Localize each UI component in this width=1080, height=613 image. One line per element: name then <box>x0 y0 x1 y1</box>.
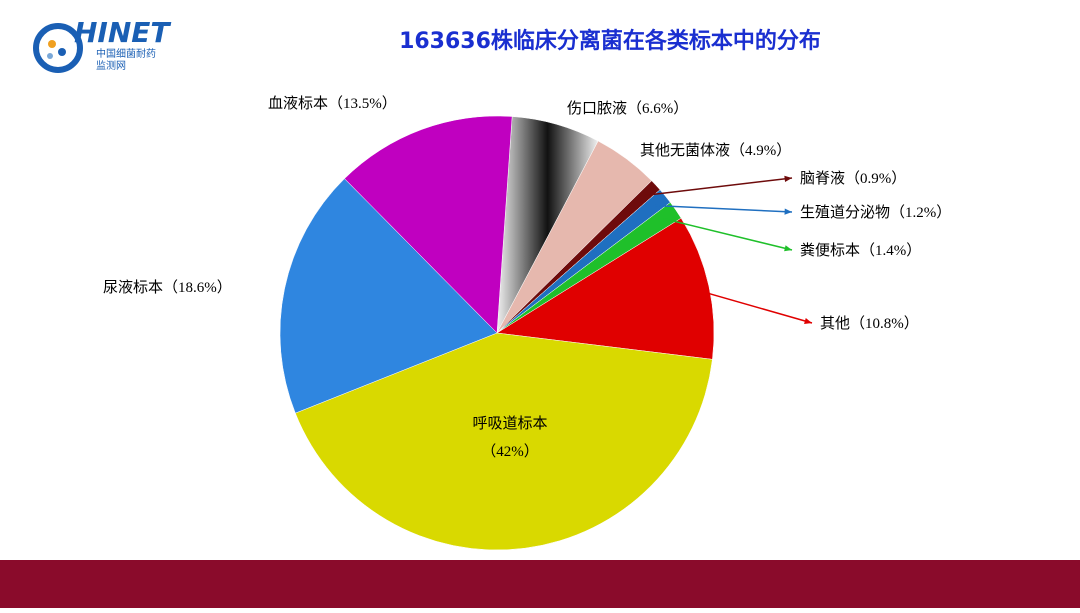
slice-label: 伤口脓液（6.6%） <box>567 100 688 117</box>
slice-label: 其他无菌体液（4.9%） <box>640 142 791 159</box>
slice-label: 尿液标本（18.6%） <box>103 279 232 296</box>
logo-ring <box>33 23 83 73</box>
logo-line2: 监测网 <box>96 59 126 72</box>
pie-slice <box>279 178 498 414</box>
slice-label: 粪便标本（1.4%） <box>800 242 921 259</box>
chart-title: 163636株临床分离菌在各类标本中的分布 <box>399 28 821 54</box>
value-label: （1.2%） <box>890 204 951 221</box>
slice-category: 粪便标本 <box>800 242 860 259</box>
slice-category: 其他无菌体液 <box>640 142 730 159</box>
logo-dot <box>48 40 56 48</box>
logo-line1: 中国细菌耐药 <box>96 47 156 60</box>
slice-category: 其他 <box>820 315 850 332</box>
value-label: （13.5%） <box>328 95 397 112</box>
arrow-head <box>784 175 792 182</box>
value-label: （42%） <box>481 443 539 460</box>
slice-label: 血液标本（13.5%） <box>268 95 397 112</box>
value-label: （0.9%） <box>845 170 906 187</box>
slice-label: 其他（10.8%） <box>820 315 919 332</box>
slice-label: 脑脊液（0.9%） <box>800 170 906 187</box>
leader-line <box>653 204 793 213</box>
logo-dot <box>58 48 66 56</box>
pie-slice <box>344 115 513 334</box>
logo-dot <box>47 53 53 59</box>
logo: HINET 中国细菌耐药 监测网 <box>33 16 171 73</box>
slice-category: 血液标本 <box>268 95 328 112</box>
value-label: （10.8%） <box>850 315 919 332</box>
leader-line <box>694 288 813 324</box>
leader-line <box>644 177 793 197</box>
arrow-head <box>784 245 792 252</box>
slice-label: 生殖道分泌物（1.2%） <box>800 204 951 221</box>
value-label: （18.6%） <box>163 279 232 296</box>
arrow-head <box>784 208 792 215</box>
slice-label: 呼吸道标本 <box>472 415 547 432</box>
pie-slice <box>295 332 713 551</box>
value-label: （4.9%） <box>730 142 791 159</box>
pie-slice <box>496 217 715 360</box>
slice-category: 伤口脓液 <box>567 100 627 117</box>
footer-band <box>0 560 1080 608</box>
arrow-head <box>804 317 812 324</box>
value-label: （6.6%） <box>627 100 688 117</box>
value-label: （1.4%） <box>860 242 921 259</box>
slice-category: 脑脊液 <box>800 170 845 187</box>
slice-category: 尿液标本 <box>103 279 163 296</box>
logo-name: HINET <box>74 16 171 49</box>
slice-category: 生殖道分泌物 <box>800 204 890 221</box>
leader-line <box>663 217 793 251</box>
